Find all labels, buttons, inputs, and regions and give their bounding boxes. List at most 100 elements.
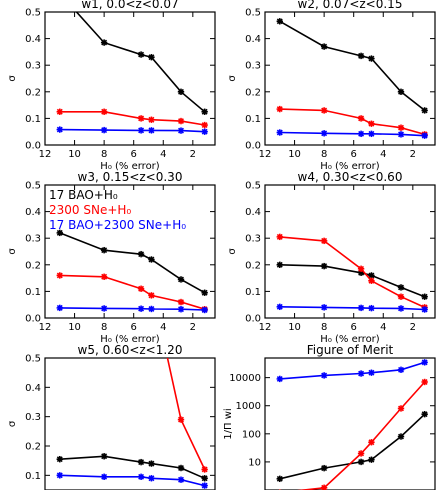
- panel-2-series-2-point: [320, 107, 328, 114]
- panel-5-series-3-point: [137, 473, 145, 480]
- panel-2-ylabel: σ: [227, 75, 238, 82]
- panel-6-series-3-point: [276, 375, 283, 383]
- panel-1-series-1-point: [148, 54, 155, 61]
- panel-1-xtick-label: 4: [160, 149, 166, 160]
- panel-1-series-1-point: [177, 88, 185, 95]
- panel-4-xtick-label: 6: [351, 322, 357, 333]
- panel-6-ytick-label: 100: [242, 429, 261, 440]
- panel-5-series-3-point: [100, 473, 108, 480]
- panel-3-legend-entry: 2300 SNe+H₀: [49, 203, 131, 217]
- panel-6-series-3-point: [421, 359, 428, 366]
- panel-1-series-1-point: [100, 39, 108, 46]
- panel-3-legend-entry: 17 BAO+2300 SNe+H₀: [49, 218, 186, 232]
- panel-3-ytick-label: 0.3: [25, 234, 41, 245]
- panel-4-series-1-line: [279, 264, 425, 298]
- panel-5-series-1-point: [137, 458, 145, 466]
- panel-1-xtick-label: 2: [190, 149, 196, 160]
- panel-1-series-2-point: [201, 121, 208, 129]
- panel-5-series-1-point: [177, 464, 185, 472]
- panel-5-series-1-line: [59, 455, 206, 480]
- panel-3-series-1-point: [177, 276, 185, 283]
- panel-2-series-1-line: [279, 20, 426, 112]
- panel-4-ytick-label: 0.2: [245, 260, 261, 271]
- panel-5-ytick-label: 0.5: [25, 354, 41, 365]
- panel-2-series-1-point: [320, 43, 328, 50]
- panel-1-series-1-point: [137, 51, 145, 58]
- panel-3-series-3-line: [59, 307, 205, 311]
- panel-4-xtick-label: 4: [380, 322, 386, 333]
- panel-4-ytick-label: 0.4: [245, 207, 261, 218]
- panel-3-xtick-label: 10: [68, 322, 81, 333]
- panel-5-title: w5, 0.60<z<1.20: [78, 343, 183, 357]
- panel-3-xlabel: H₀ (% error): [100, 334, 159, 345]
- panel-6-series-1-point: [397, 433, 405, 440]
- panel-2: w2, 0.07<z<0.15 0.0 0.1 0.2 0.3 0.4 0.5 12 10 8 6 4…: [227, 0, 436, 172]
- panel-4-series-1-point: [368, 272, 375, 279]
- panel-1-xlabel: H₀ (% error): [100, 161, 159, 172]
- panel-1-series-3-point: [201, 128, 208, 135]
- panel-3-title: w3, 0.15<z<0.30: [78, 170, 183, 184]
- panel-2-series-2-point: [357, 115, 365, 122]
- panel-6-ytick-label: 10000: [229, 373, 261, 384]
- panel-1-series-2-line: [59, 111, 205, 126]
- panel-2-series-2-point: [368, 120, 375, 127]
- panel-4-series-2-point: [276, 233, 283, 241]
- panel-6-series-1-point: [320, 464, 328, 472]
- panel-5-series-2-point: [201, 466, 208, 473]
- panel-1-ytick-label: 0.2: [25, 87, 41, 98]
- panel-1: w1, 0.0<z<0.07 0.0 0.1 0.2 0.3 0.4 0.5 12 10 8 6 4 2…: [7, 0, 216, 172]
- panel-5-series-2-point: [148, 281, 154, 287]
- panel-6-series-2-point: [357, 450, 365, 457]
- panel-4-ytick-label: 0.3: [245, 234, 261, 245]
- panel-2-title: w2, 0.07<z<0.15: [298, 0, 403, 11]
- panel-1-series-3-point: [137, 127, 145, 134]
- panel-2-series-2-point: [276, 105, 283, 113]
- panel-3-series-2-point: [137, 285, 145, 292]
- panel-2-series-3-point: [368, 130, 375, 138]
- panel-2-series-3-point: [397, 131, 405, 138]
- panel-4-series-3-point: [368, 304, 375, 312]
- panel-2-series-1-point: [357, 52, 365, 60]
- panel-3-xtick-label: 8: [101, 322, 107, 333]
- panel-3-series-2-point: [100, 273, 108, 280]
- panel-1-series-2-point: [56, 108, 63, 115]
- panel-3-series-3-point: [201, 306, 208, 314]
- panel-1-ytick-label: 0.0: [25, 141, 41, 152]
- panel-2-ytick-label: 0.1: [245, 114, 261, 125]
- panel-1-ytick-label: 0.4: [25, 34, 41, 45]
- panel-2-xtick-label: 12: [259, 149, 272, 160]
- panel-3-series-3-point: [56, 304, 63, 312]
- panel-1-xtick-label: 6: [131, 149, 137, 160]
- panel-5: w5, 0.60<z<1.20 0.1 0.2 0.3 0.4 0.5 σ: [7, 281, 216, 490]
- panel-1-series-3-line: [59, 128, 205, 133]
- panel-1-ytick-label: 0.1: [25, 114, 41, 125]
- panel-1-ylabel: σ: [7, 75, 18, 82]
- panel-6-series-3-point: [320, 372, 328, 379]
- panel-2-series-3-point: [320, 130, 328, 137]
- panel-6-series-3-point: [368, 369, 375, 376]
- panel-2-series-2-line: [279, 108, 425, 136]
- panel-2-series-3-line: [279, 131, 425, 137]
- panel-4-xtick-label: 10: [288, 322, 301, 333]
- panel-6-series-2-point: [368, 439, 375, 446]
- panel-4-xlabel: H₀ (% error): [320, 334, 379, 345]
- panel-5-series-1-point: [148, 460, 155, 467]
- panel-4-series-2-point: [368, 277, 375, 284]
- panel-3-ytick-label: 0.4: [25, 207, 41, 218]
- panel-5-series-1-point: [201, 475, 208, 482]
- panel-4-series-3-line: [279, 306, 425, 311]
- panel-3-ytick-label: 0.1: [25, 287, 41, 298]
- panel-3-series-1-point: [148, 256, 155, 263]
- panel-2-xtick-label: 10: [288, 149, 301, 160]
- panel-3-series-3-point: [137, 305, 145, 312]
- panel-2-ytick-label: 0.3: [245, 61, 261, 72]
- panel-2-series-1-point: [276, 18, 283, 25]
- panel-2-xtick-label: 8: [321, 149, 327, 160]
- panel-1-series-2-point: [148, 116, 155, 123]
- panel-2-ytick-label: 0.2: [245, 87, 261, 98]
- panel-5-frame: [44, 357, 216, 490]
- panel-4-series-3-point: [320, 304, 328, 311]
- panel-4-series-2-line: [279, 236, 426, 309]
- panel-2-series-3-point: [357, 130, 365, 138]
- panel-1-xtick-label: 10: [68, 149, 81, 160]
